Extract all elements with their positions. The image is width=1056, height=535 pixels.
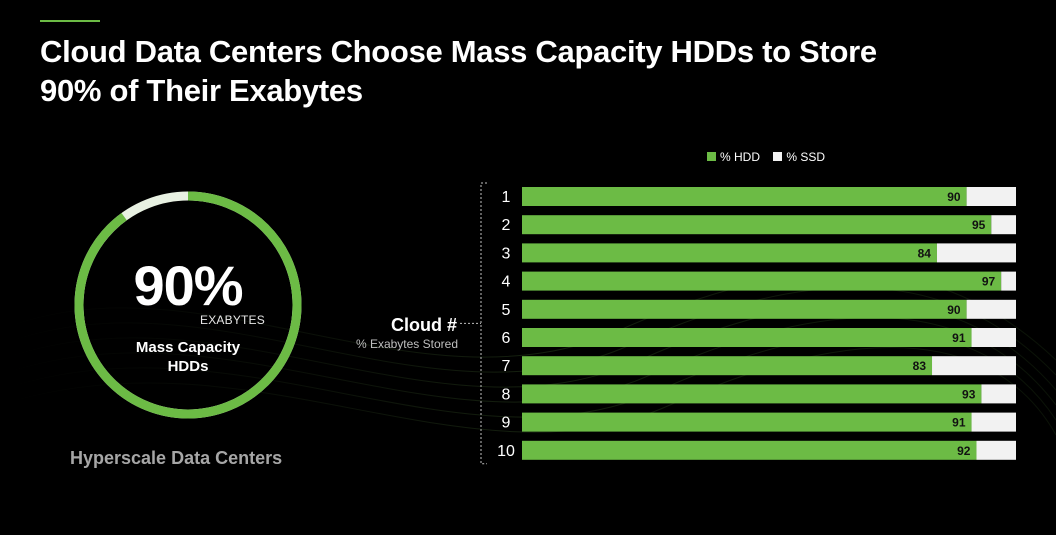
data-label-6: 91	[952, 331, 966, 345]
donut-unit: EXABYTES	[200, 313, 265, 327]
bar-ssd-5	[966, 299, 1016, 319]
bar-hdd-1	[522, 187, 967, 206]
donut-label-line-1: Mass Capacity	[135, 339, 241, 356]
title-line-1: Cloud Data Centers Choose Mass Capacity …	[40, 34, 877, 69]
category-label-10: 10	[497, 443, 515, 460]
category-label-8: 8	[502, 386, 511, 403]
bar-ssd-1	[966, 187, 1016, 206]
legend-label-ssd: % SSD	[786, 150, 826, 164]
bar-hdd-9	[522, 412, 972, 432]
bar-hdd-6	[522, 328, 972, 347]
bar-ssd-7	[932, 356, 1016, 376]
bar-hdd-7	[522, 356, 933, 376]
slide-title: Cloud Data Centers Choose Mass Capacity …	[40, 32, 1000, 110]
hdd-share-donut	[74, 191, 302, 419]
category-label-7: 7	[502, 358, 511, 375]
bar-hdd-8	[522, 384, 982, 404]
data-label-3: 84	[918, 246, 932, 260]
legend-item-ssd: % SSD	[773, 150, 825, 164]
data-label-4: 97	[982, 275, 996, 289]
data-label-2: 95	[972, 218, 986, 232]
axis-bracket	[480, 182, 487, 465]
data-label-8: 93	[962, 387, 976, 401]
title-line-2: 90% of Their Exabytes	[40, 73, 363, 108]
legend-item-hdd: % HDD	[707, 150, 760, 164]
category-label-1: 1	[502, 189, 511, 206]
category-label-6: 6	[502, 330, 511, 347]
bar-ssd-3	[936, 243, 1016, 263]
bar-ssd-2	[991, 215, 1016, 235]
legend-swatch-hdd	[707, 152, 716, 161]
bar-hdd-4	[522, 271, 1002, 291]
data-label-10: 92	[957, 444, 971, 458]
bar-ssd-8	[981, 384, 1016, 404]
category-label-9: 9	[502, 415, 511, 432]
chart-legend: % HDD % SSD	[707, 150, 835, 164]
donut-hdd-arc	[74, 191, 302, 419]
bar-ssd-6	[971, 328, 1016, 347]
category-label-5: 5	[502, 302, 511, 319]
bar-hdd-2	[522, 215, 992, 235]
category-label-2: 2	[502, 217, 511, 234]
bar-hdd-5	[522, 299, 967, 319]
legend-swatch-ssd	[773, 152, 783, 161]
donut-label-line-2: HDDs	[167, 358, 209, 375]
bar-hdd-3	[522, 243, 937, 263]
donut-percent: 90%	[133, 254, 243, 317]
legend-label-hdd: % HDD	[720, 150, 761, 164]
category-label-4: 4	[502, 274, 511, 291]
category-label-3: 3	[502, 245, 511, 262]
title-accent-line	[40, 20, 100, 22]
bar-hdd-10	[522, 440, 977, 460]
donut-label: Mass Capacity HDDs	[68, 338, 308, 376]
axis-sublabel: % Exabytes Stored	[355, 337, 458, 351]
data-label-9: 91	[952, 416, 966, 430]
data-label-1: 90	[947, 190, 961, 204]
donut-caption: Hyperscale Data Centers	[70, 448, 283, 468]
axis-label: Cloud #	[391, 315, 457, 335]
data-label-7: 83	[913, 359, 927, 373]
bar-ssd-10	[976, 440, 1016, 460]
axis-title: Cloud # % Exabytes Stored	[340, 314, 458, 352]
data-label-5: 90	[947, 303, 961, 317]
bar-ssd-4	[1001, 271, 1016, 291]
stacked-bar-chart: 90 1 95 2 84 3 97 4 90 5 91 6 83 7 93 8 91 9 92 10	[460, 182, 1016, 465]
bar-ssd-9	[971, 412, 1016, 432]
